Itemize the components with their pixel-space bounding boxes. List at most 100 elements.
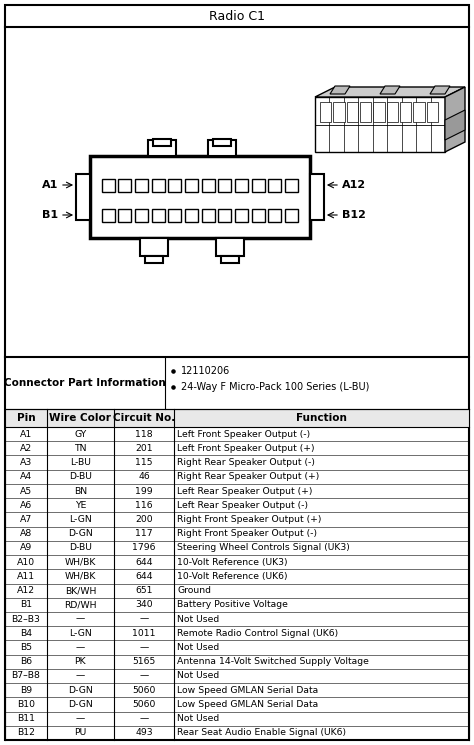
Text: Ground: Ground <box>177 586 211 595</box>
Text: Left Rear Speaker Output (+): Left Rear Speaker Output (+) <box>177 486 313 495</box>
Text: —: — <box>139 714 149 723</box>
Text: 200: 200 <box>136 515 153 524</box>
Text: —: — <box>76 671 85 680</box>
Text: 118: 118 <box>136 430 153 439</box>
Text: Circuit No.: Circuit No. <box>113 413 175 423</box>
Bar <box>135 179 148 191</box>
Bar <box>285 209 298 221</box>
Text: 5060: 5060 <box>133 700 156 709</box>
Bar <box>374 102 385 121</box>
Bar <box>320 102 331 121</box>
Text: B12: B12 <box>17 729 35 738</box>
Text: Not Used: Not Used <box>177 643 219 652</box>
Text: A7: A7 <box>20 515 32 524</box>
Bar <box>268 179 282 191</box>
Text: B12: B12 <box>342 210 366 220</box>
Bar <box>285 179 298 191</box>
Text: —: — <box>76 714 85 723</box>
Bar <box>185 209 198 221</box>
Text: GY: GY <box>74 430 87 439</box>
Text: 5060: 5060 <box>133 685 156 694</box>
Text: Left Front Speaker Output (-): Left Front Speaker Output (-) <box>177 430 310 439</box>
Text: Right Front Speaker Output (-): Right Front Speaker Output (-) <box>177 529 318 538</box>
Bar <box>346 102 358 121</box>
Bar <box>102 179 115 191</box>
Bar <box>145 256 163 263</box>
Text: A12: A12 <box>342 180 366 190</box>
Bar <box>268 209 282 221</box>
Bar <box>168 179 182 191</box>
Text: 651: 651 <box>136 586 153 595</box>
Text: A5: A5 <box>20 486 32 495</box>
Text: L-GN: L-GN <box>69 515 92 524</box>
Text: A10: A10 <box>17 558 35 567</box>
Text: B6: B6 <box>20 657 32 666</box>
Text: A4: A4 <box>20 472 32 481</box>
Bar <box>90 156 310 238</box>
Bar <box>216 238 244 256</box>
Bar <box>219 179 231 191</box>
Text: B5: B5 <box>20 643 32 652</box>
Text: 644: 644 <box>136 572 153 581</box>
Text: Not Used: Not Used <box>177 671 219 680</box>
Text: D-BU: D-BU <box>69 543 92 553</box>
Text: D-BU: D-BU <box>69 472 92 481</box>
Text: 12110206: 12110206 <box>181 366 230 376</box>
Text: PU: PU <box>74 729 87 738</box>
Bar <box>118 179 131 191</box>
Text: —: — <box>76 643 85 652</box>
Text: 1011: 1011 <box>132 629 156 638</box>
Text: D-GN: D-GN <box>68 529 93 538</box>
Text: Not Used: Not Used <box>177 714 219 723</box>
Bar <box>168 209 182 221</box>
Text: Low Speed GMLAN Serial Data: Low Speed GMLAN Serial Data <box>177 700 319 709</box>
Polygon shape <box>330 86 350 94</box>
Text: A8: A8 <box>20 529 32 538</box>
Text: WH/BK: WH/BK <box>65 572 96 581</box>
Text: A1: A1 <box>42 180 58 190</box>
Bar <box>235 179 248 191</box>
Text: YE: YE <box>75 501 86 510</box>
Bar <box>208 140 236 156</box>
Text: A9: A9 <box>20 543 32 553</box>
Text: A6: A6 <box>20 501 32 510</box>
Text: A2: A2 <box>20 444 32 453</box>
Bar <box>310 174 324 220</box>
Text: Right Rear Speaker Output (+): Right Rear Speaker Output (+) <box>177 472 319 481</box>
Text: Antenna 14-Volt Switched Supply Voltage: Antenna 14-Volt Switched Supply Voltage <box>177 657 369 666</box>
Text: B2–B3: B2–B3 <box>11 615 40 624</box>
Text: PK: PK <box>74 657 86 666</box>
Bar <box>235 209 248 221</box>
Text: 5165: 5165 <box>133 657 156 666</box>
Bar <box>185 179 198 191</box>
Text: —: — <box>139 615 149 624</box>
Bar <box>135 209 148 221</box>
Bar <box>102 209 115 221</box>
Text: A12: A12 <box>17 586 35 595</box>
Bar <box>427 102 438 121</box>
Text: Left Rear Speaker Output (-): Left Rear Speaker Output (-) <box>177 501 309 510</box>
Bar <box>252 179 265 191</box>
Bar <box>219 209 231 221</box>
Text: Function: Function <box>296 413 347 423</box>
Text: B7–B8: B7–B8 <box>11 671 40 680</box>
Text: 24-Way F Micro-Pack 100 Series (L-BU): 24-Way F Micro-Pack 100 Series (L-BU) <box>181 382 369 392</box>
Text: 199: 199 <box>136 486 153 495</box>
Text: Remote Radio Control Signal (UK6): Remote Radio Control Signal (UK6) <box>177 629 338 638</box>
Bar <box>387 102 398 121</box>
Text: Battery Positive Voltage: Battery Positive Voltage <box>177 600 288 609</box>
Text: B1: B1 <box>42 210 58 220</box>
Text: 46: 46 <box>138 472 150 481</box>
Text: Steering Wheel Controls Signal (UK3): Steering Wheel Controls Signal (UK3) <box>177 543 350 553</box>
Bar <box>118 209 131 221</box>
Text: TN: TN <box>74 444 87 453</box>
Bar <box>76 174 90 220</box>
Text: 201: 201 <box>136 444 153 453</box>
Polygon shape <box>315 87 465 97</box>
Text: 115: 115 <box>136 458 153 467</box>
Text: 116: 116 <box>136 501 153 510</box>
Text: L-GN: L-GN <box>69 629 92 638</box>
Bar <box>152 209 165 221</box>
Text: D-GN: D-GN <box>68 700 93 709</box>
Bar <box>148 140 176 156</box>
